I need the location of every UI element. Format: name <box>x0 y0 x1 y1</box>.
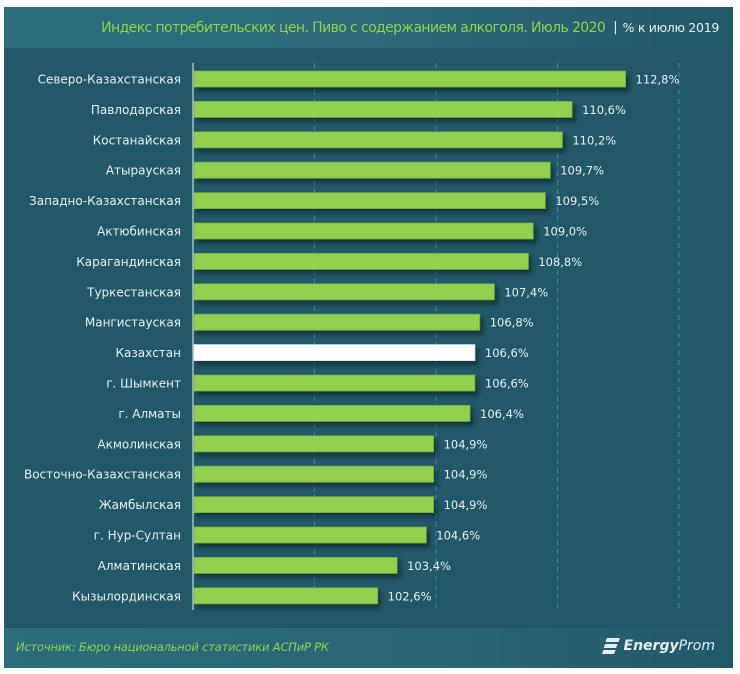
chart-footer: Источник: Бюро национальной статистики А… <box>4 628 733 668</box>
value-label: 110,6% <box>582 103 626 117</box>
category-label: г. Нур-Султан <box>94 529 181 543</box>
energyprom-logo-icon <box>601 638 620 654</box>
bar <box>193 161 551 179</box>
bar <box>193 222 534 240</box>
category-label: Алматинская <box>98 559 181 573</box>
brand-logo: Energy Prom <box>601 638 715 654</box>
value-label: 110,2% <box>572 133 616 147</box>
value-label: 106,8% <box>490 316 534 330</box>
bar <box>193 465 434 483</box>
bar <box>193 374 476 392</box>
category-label: Костанайская <box>93 133 181 147</box>
category-label: Жамбылская <box>99 498 181 512</box>
source-note: Источник: Бюро национальной статистики А… <box>16 640 329 654</box>
bar <box>193 526 427 544</box>
value-label: 112,8% <box>636 73 680 87</box>
category-label: Западно-Казахстанская <box>29 194 181 208</box>
bar-highlight <box>193 344 476 362</box>
labels: Северо-Казахстанская 112,8% Павлодарская 11… <box>24 73 679 604</box>
value-label: 106,4% <box>480 407 524 421</box>
category-label: Мангистауская <box>85 316 181 330</box>
category-label: Восточно-Казахстанская <box>24 468 181 482</box>
value-label: 104,9% <box>444 437 488 451</box>
category-label: Акмолинская <box>97 437 181 451</box>
value-label: 108,8% <box>538 255 582 269</box>
category-label: Кызылординская <box>72 589 181 603</box>
bar <box>193 192 546 210</box>
bar <box>193 101 573 118</box>
chart-panel: Индекс потребительских цен. Пиво с содер… <box>4 7 733 668</box>
value-label: 107,4% <box>504 285 548 299</box>
chart-subtitle: % к июлю 2019 <box>622 20 720 35</box>
value-label: 104,9% <box>444 468 488 482</box>
chart-header: Индекс потребительских цен. Пиво с содер… <box>4 7 733 48</box>
chart-title: Индекс потребительских цен. Пиво с содер… <box>101 19 606 36</box>
title-separator: | <box>613 20 618 35</box>
bar <box>193 435 434 453</box>
category-label: Северо-Казахстанская <box>38 73 181 87</box>
value-label: 109,0% <box>543 225 587 239</box>
category-label: г. Шымкент <box>106 377 181 391</box>
category-label: Казахстан <box>116 346 182 360</box>
value-label: 109,7% <box>560 164 604 178</box>
category-label: Атырауская <box>106 164 181 178</box>
value-label: 104,9% <box>444 498 488 512</box>
brand-name-light: Prom <box>678 638 715 654</box>
value-label: 103,4% <box>407 559 451 573</box>
value-label: 106,6% <box>485 377 529 391</box>
bar <box>193 131 563 149</box>
brand-name-bold: Energy <box>623 638 679 654</box>
gridlines <box>314 63 680 610</box>
bar <box>193 496 434 514</box>
value-label: 106,6% <box>485 346 529 360</box>
bar <box>193 557 398 574</box>
category-label: Павлодарская <box>91 103 181 117</box>
category-label: Актюбинская <box>97 225 181 239</box>
bars <box>193 70 626 605</box>
bar <box>193 587 379 605</box>
bar <box>193 404 471 422</box>
category-label: г. Алматы <box>118 407 181 421</box>
bar <box>193 70 626 88</box>
value-label: 109,5% <box>555 194 599 208</box>
value-label: 102,6% <box>388 589 432 603</box>
bar <box>193 283 495 301</box>
value-label: 104,6% <box>436 529 480 543</box>
category-label: Карагандинская <box>76 255 181 269</box>
category-label: Туркестанская <box>86 285 181 299</box>
bar <box>193 252 529 270</box>
bar-chart: Северо-Казахстанская 112,8% Павлодарская 11… <box>24 63 680 610</box>
bar <box>193 313 481 331</box>
